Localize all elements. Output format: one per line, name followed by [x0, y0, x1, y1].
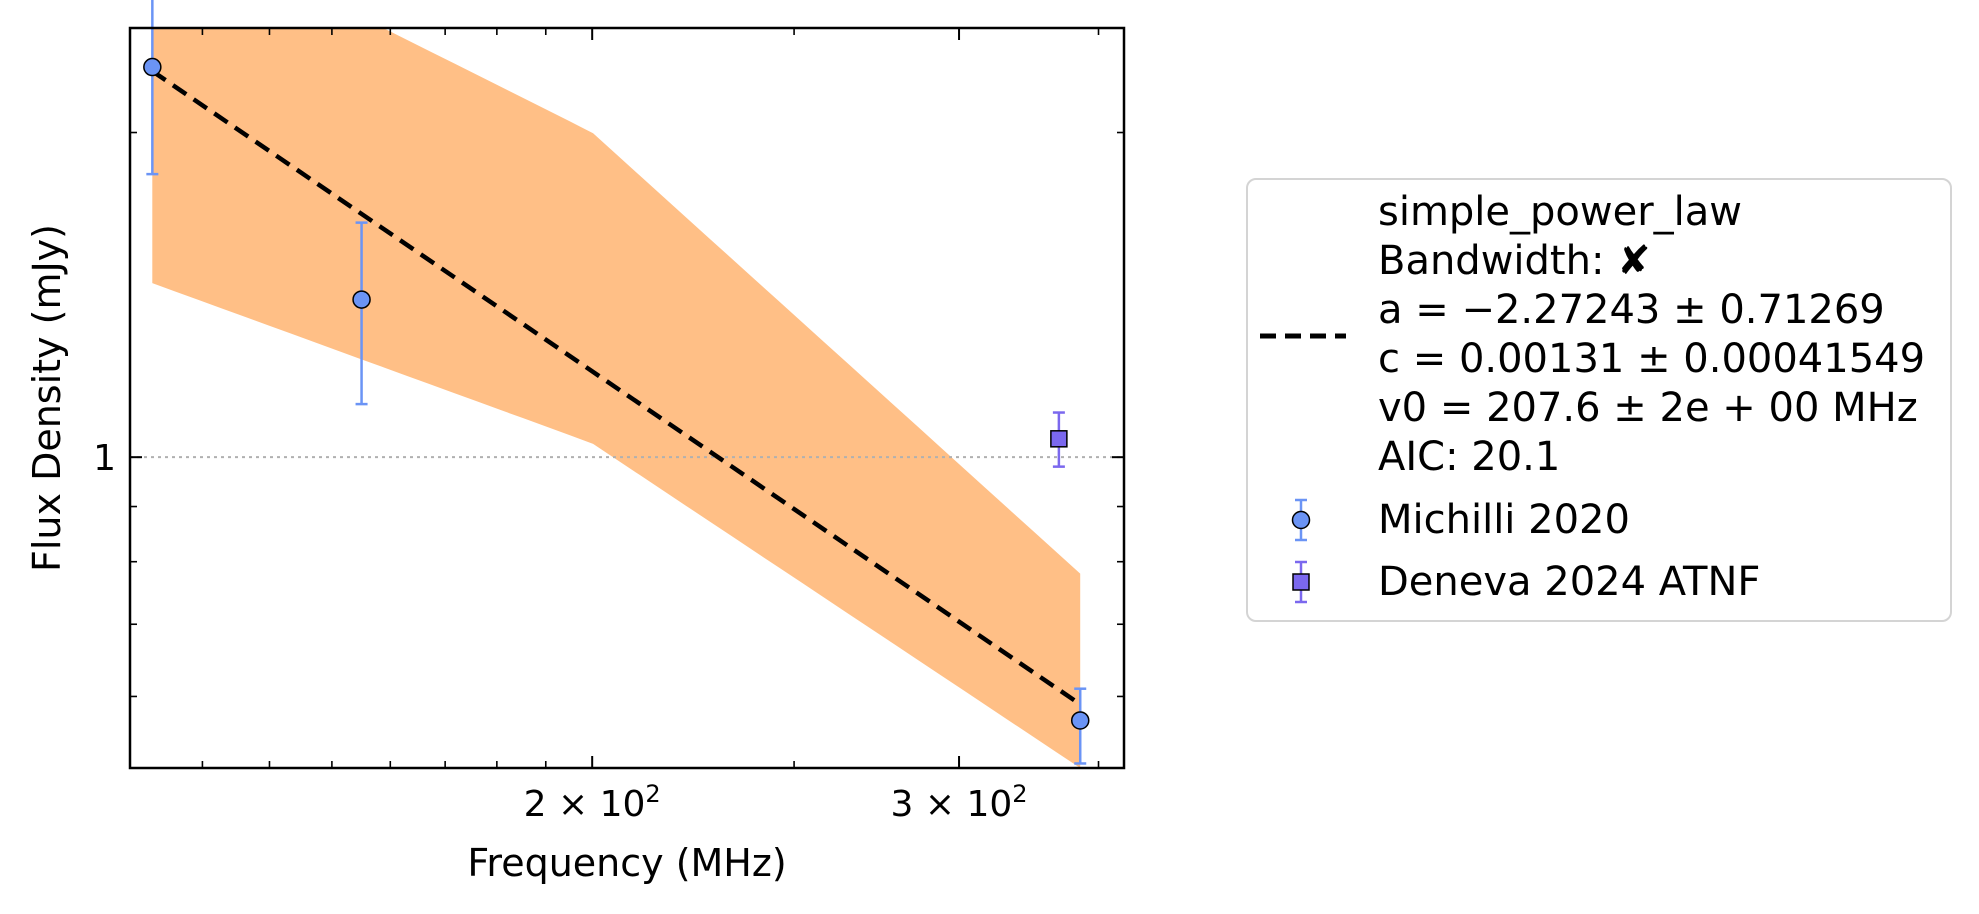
legend-fit-name: simple_power_law — [1378, 189, 1743, 235]
legend-fit-bandwidth: Bandwidth: ✘ — [1378, 238, 1651, 284]
legend-fit-v0: v0 = 207.6 ± 2e + 00 MHz — [1378, 385, 1918, 431]
legend — [1246, 178, 1952, 622]
legend-fit-aic: AIC: 20.1 — [1378, 434, 1561, 480]
y-tick-label: 1 — [93, 438, 116, 479]
legend-fit-a: a = −2.27243 ± 0.71269 — [1378, 287, 1885, 333]
x-tick-label: 2 × 102 — [524, 780, 661, 825]
data-point-circle — [1070, 711, 1090, 730]
legend-series-michilli: Michilli 2020 — [1378, 497, 1630, 543]
data-point-square — [1050, 430, 1068, 448]
x-axis-label: Frequency (MHz) — [467, 841, 786, 885]
plot-area: 2 × 102 3 × 102 1 — [93, 0, 1126, 825]
legend-fit-c: c = 0.00131 ± 0.00041549 — [1378, 336, 1926, 382]
legend-circle-marker-icon — [1291, 498, 1311, 542]
x-tick-label: 3 × 102 — [891, 780, 1028, 825]
legend-square-marker-icon — [1292, 560, 1310, 604]
legend-fit-line-icon — [1260, 333, 1346, 339]
y-axis-label: Flux Density (mJy) — [25, 224, 69, 572]
data-point-circle — [352, 290, 371, 309]
confidence-band — [152, 28, 1081, 768]
legend-series-deneva: Deneva 2024 ATNF — [1378, 559, 1761, 605]
axes-frame — [128, 26, 1126, 770]
data-point-circle — [143, 57, 162, 77]
fit-line — [151, 69, 1082, 707]
